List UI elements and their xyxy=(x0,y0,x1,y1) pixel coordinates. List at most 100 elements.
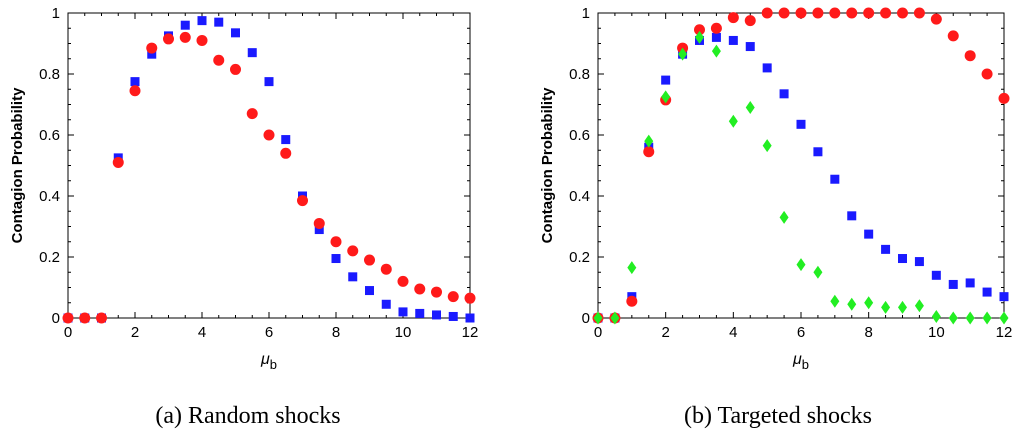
data-point-circle xyxy=(846,7,858,19)
data-point-circle xyxy=(62,312,74,324)
series-square xyxy=(63,16,475,323)
data-point-diamond xyxy=(847,297,857,311)
data-point-diamond xyxy=(661,90,671,104)
data-point-diamond xyxy=(678,47,688,61)
x-tick-label: 0 xyxy=(594,324,602,341)
data-point-diamond xyxy=(796,258,806,272)
data-point-circle xyxy=(998,92,1010,104)
data-point-square xyxy=(661,75,671,85)
data-point-circle xyxy=(96,312,107,324)
x-tick-label: 10 xyxy=(928,324,945,341)
data-point-circle xyxy=(930,13,942,25)
data-point-diamond xyxy=(830,294,840,308)
data-point-circle xyxy=(947,30,959,42)
data-point-square xyxy=(432,310,441,320)
data-point-square xyxy=(381,299,391,309)
data-point-diamond xyxy=(898,300,907,314)
chart-panel-b: 0 2 4 6 8 10 12 0 0.2 0.4 0.6 0.8 1 Contagion Probabi… xyxy=(539,5,1012,429)
data-point-circle xyxy=(213,54,225,66)
data-point-diamond xyxy=(931,309,941,323)
y-axis-title: Contagion Probability xyxy=(539,87,556,243)
data-point-square xyxy=(914,257,924,267)
series-diamond xyxy=(593,30,1009,325)
data-point-circle xyxy=(795,7,807,19)
y-tick-label: 0 xyxy=(582,310,590,327)
data-point-circle xyxy=(464,292,476,304)
y-tick-label: 1 xyxy=(582,5,590,22)
data-point-circle xyxy=(397,275,409,287)
data-point-diamond xyxy=(627,261,637,275)
data-point-circle xyxy=(230,63,241,75)
plot-frame xyxy=(67,12,471,319)
y-tick-label: 1 xyxy=(52,5,60,22)
x-tick-label: 12 xyxy=(462,324,479,341)
x-tick-label: 10 xyxy=(395,324,412,341)
data-point-diamond xyxy=(881,300,891,314)
data-point-circle xyxy=(863,7,875,19)
data-point-square xyxy=(448,311,458,321)
data-point-circle xyxy=(897,7,908,19)
data-point-square xyxy=(197,16,207,26)
data-point-diamond xyxy=(914,299,924,313)
x-tick-label: 4 xyxy=(198,324,206,341)
x-tick-label: 6 xyxy=(797,324,805,341)
y-tick-label: 0 xyxy=(52,310,60,327)
data-point-circle xyxy=(981,68,993,80)
data-point-square xyxy=(711,32,721,42)
x-axis-title-symbol: μ xyxy=(260,351,270,368)
data-point-square xyxy=(365,286,374,296)
data-point-square xyxy=(931,270,941,280)
data-point-circle xyxy=(179,31,191,43)
data-point-diamond xyxy=(644,134,654,148)
data-point-square xyxy=(779,89,789,99)
data-point-circle xyxy=(694,24,705,36)
data-point-diamond xyxy=(965,311,975,325)
data-point-square xyxy=(264,77,274,87)
data-point-circle xyxy=(710,22,722,34)
x-axis-title-subscript: b xyxy=(270,357,277,372)
y-tick-label: 0.6 xyxy=(569,127,590,144)
data-point-circle xyxy=(761,7,773,19)
data-point-square xyxy=(982,287,992,297)
data-point-square xyxy=(898,254,907,264)
x-tick-label: 0 xyxy=(64,324,72,341)
data-point-circle xyxy=(727,12,739,24)
y-tick-label: 0.4 xyxy=(39,188,60,205)
data-point-diamond xyxy=(982,311,992,325)
data-point-diamond xyxy=(762,139,772,153)
data-point-circle xyxy=(364,254,375,266)
data-point-square xyxy=(881,244,891,254)
series-square xyxy=(593,32,1009,323)
data-point-circle xyxy=(79,312,91,324)
data-point-circle xyxy=(812,7,824,19)
x-tick-label: 8 xyxy=(332,324,340,341)
data-point-circle xyxy=(129,85,141,97)
x-axis-title: μb xyxy=(792,351,809,372)
x-tick-label: 12 xyxy=(996,324,1013,341)
data-point-diamond xyxy=(711,44,721,58)
data-point-circle xyxy=(163,33,174,45)
data-point-circle xyxy=(744,15,756,27)
data-point-square xyxy=(130,77,140,87)
x-tick-label: 6 xyxy=(265,324,273,341)
data-point-circle xyxy=(414,283,426,295)
data-point-square xyxy=(830,174,840,184)
data-point-square xyxy=(999,292,1009,302)
chart-caption: (b) Targeted shocks xyxy=(684,403,872,429)
data-point-diamond xyxy=(864,296,874,310)
series-circle xyxy=(592,7,1010,324)
data-point-circle xyxy=(626,295,638,307)
y-tick-label: 0.2 xyxy=(569,249,590,266)
data-point-diamond xyxy=(779,210,789,224)
data-point-circle xyxy=(112,156,124,168)
data-point-square xyxy=(745,42,755,52)
y-tick-label: 0.6 xyxy=(39,127,60,144)
data-point-circle xyxy=(913,7,925,19)
y-tick-label: 0.2 xyxy=(39,249,60,266)
data-point-circle xyxy=(280,147,292,159)
chart-caption: (a) Random shocks xyxy=(155,403,340,429)
y-tick-label: 0.8 xyxy=(39,66,60,83)
data-point-diamond xyxy=(610,311,620,325)
y-tick-label: 0.4 xyxy=(569,188,590,205)
